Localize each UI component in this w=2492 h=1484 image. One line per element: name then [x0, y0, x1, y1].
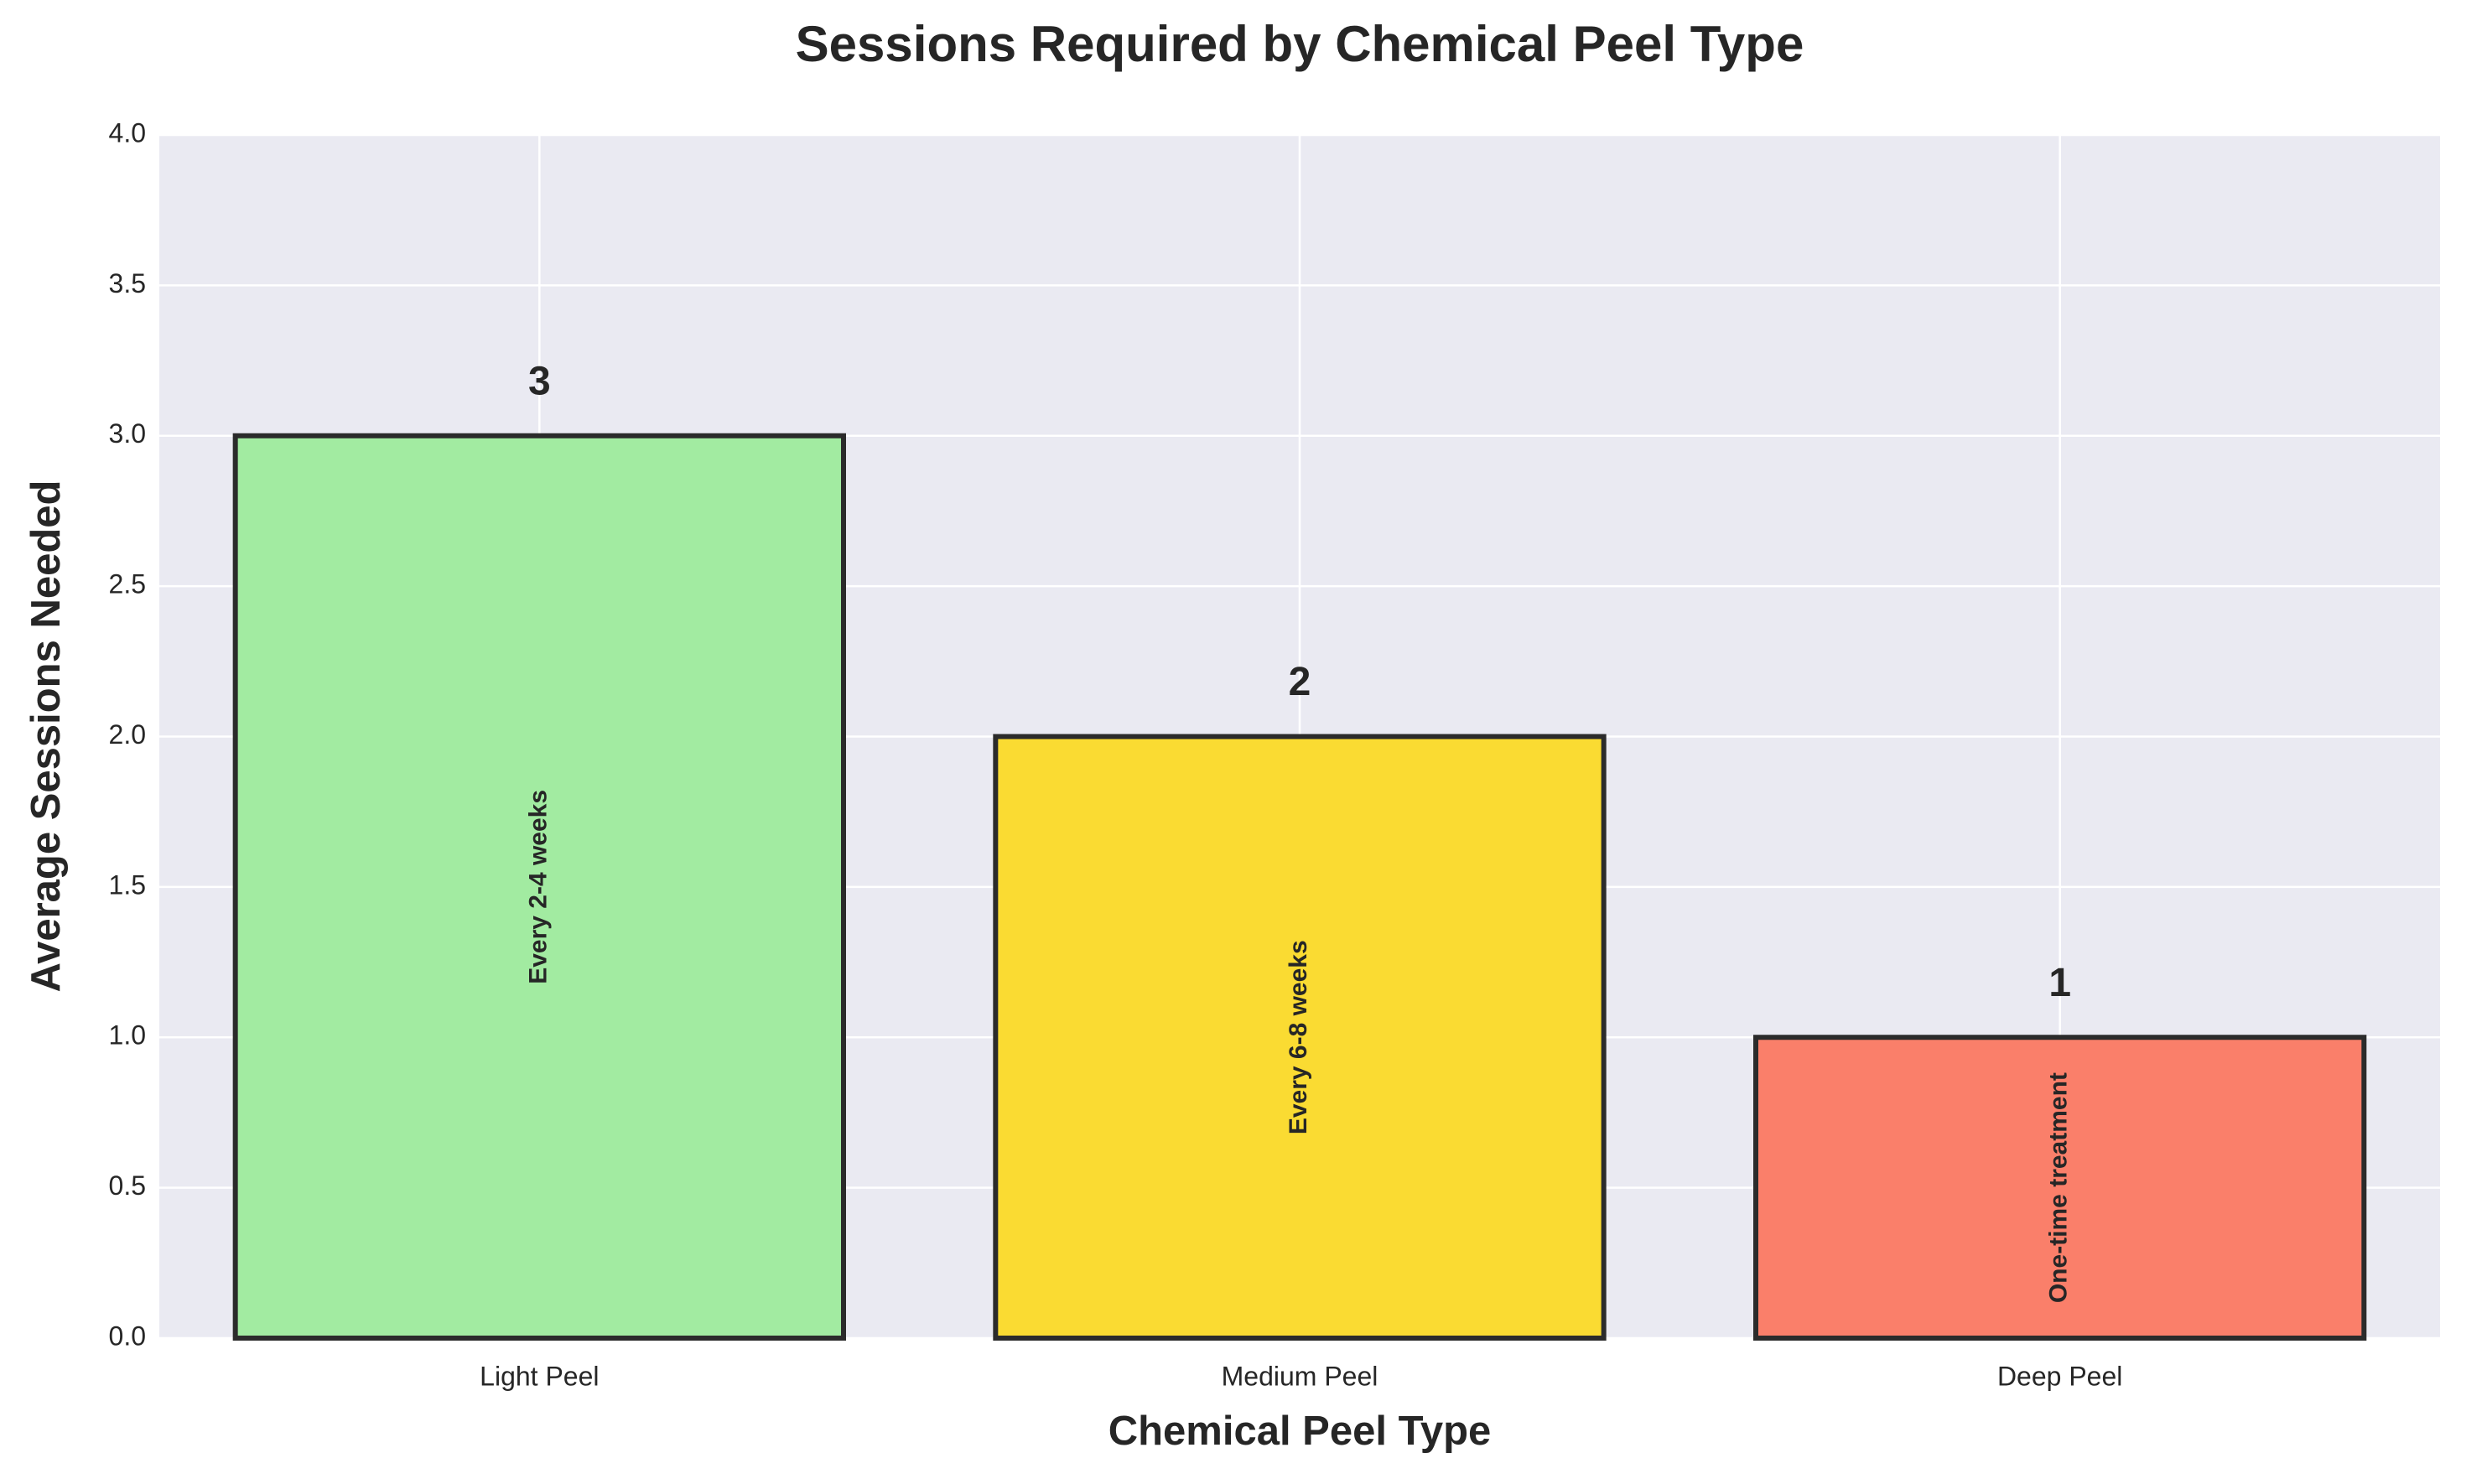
- x-axis-label: Chemical Peel Type: [1108, 1409, 1492, 1454]
- y-tick-label: 1.5: [109, 869, 146, 900]
- value-label: 2: [1289, 660, 1311, 704]
- y-tick-label: 2.0: [109, 719, 146, 750]
- chart-title: Sessions Required by Chemical Peel Type: [796, 16, 1804, 72]
- y-tick-label: 3.5: [109, 268, 146, 298]
- x-tick-label: Deep Peel: [1997, 1361, 2122, 1391]
- y-tick-label: 0.5: [109, 1170, 146, 1201]
- bar-annotation: Every 6-8 weeks: [1285, 940, 1312, 1134]
- bar: [993, 734, 1607, 1341]
- x-tick-label: Light Peel: [480, 1361, 599, 1391]
- y-axis-label: Average Sessions Needed: [23, 480, 69, 993]
- y-tick-label: 1.0: [109, 1020, 146, 1051]
- y-tick-label: 2.5: [109, 569, 146, 599]
- bar-annotation: Every 2-4 weeks: [524, 790, 552, 984]
- x-tick-label: Medium Peel: [1222, 1361, 1378, 1391]
- y-tick-label: 4.0: [109, 117, 146, 148]
- value-label: 3: [528, 359, 551, 403]
- bar: [232, 433, 846, 1341]
- bar: [1753, 1035, 2367, 1341]
- y-tick-label: 0.0: [109, 1321, 146, 1351]
- y-tick-label: 3.0: [109, 418, 146, 449]
- value-label: 1: [2048, 961, 2071, 1005]
- bar-annotation: One-time treatment: [2045, 1072, 2073, 1303]
